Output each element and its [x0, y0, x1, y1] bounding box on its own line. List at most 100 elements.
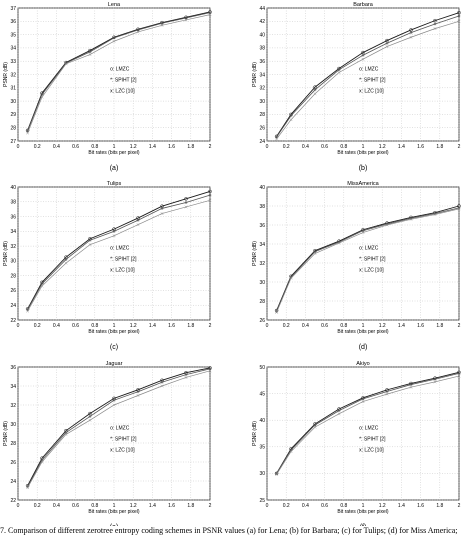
- data-point-star: [136, 218, 140, 222]
- data-point-x: [337, 71, 341, 74]
- star-stroke: [337, 68, 341, 72]
- x-stroke: [313, 252, 317, 255]
- data-point-star: [313, 423, 317, 427]
- y-tick-label: 29: [10, 112, 16, 118]
- y-tick-label: 50: [259, 365, 265, 371]
- y-tick-label: 32: [259, 261, 265, 267]
- data-point-x: [457, 19, 461, 23]
- data-point-star: [289, 448, 293, 452]
- x-stroke: [457, 374, 461, 378]
- data-point-x: [160, 212, 164, 216]
- data-point-star: [88, 414, 92, 418]
- legend-entry: o: LMZC: [359, 67, 379, 73]
- x-tick-label: 1.4: [398, 144, 405, 150]
- x-stroke: [112, 403, 116, 407]
- x-tick-label: 0.8: [91, 503, 98, 509]
- x-tick-label: 1.6: [168, 144, 175, 150]
- star-stroke: [457, 206, 461, 210]
- data-point-x: [457, 374, 461, 378]
- x-stroke: [64, 432, 68, 436]
- star-stroke: [361, 53, 365, 57]
- star-stroke: [40, 282, 44, 286]
- y-tick-label: 25: [259, 498, 265, 504]
- y-tick-label: 28: [10, 126, 16, 132]
- y-axis-label: PSNR (dB): [3, 241, 9, 266]
- x-stroke: [289, 450, 293, 454]
- x-tick-label: 1.6: [417, 323, 424, 329]
- star-stroke: [208, 11, 212, 14]
- star-stroke: [457, 372, 461, 375]
- y-tick-label: 36: [259, 59, 265, 65]
- star-stroke: [184, 16, 188, 20]
- x-tick-label: 0: [17, 503, 20, 509]
- star-stroke: [433, 22, 437, 26]
- x-tick-label: 0.6: [321, 144, 328, 150]
- star-stroke: [64, 431, 68, 434]
- y-tick-label: 36: [10, 214, 16, 220]
- legend-entry: o: LMZC: [110, 426, 130, 432]
- x-tick-label: 1.2: [379, 503, 386, 509]
- x-tick-label: 0.8: [340, 144, 347, 150]
- data-point-star: [313, 250, 317, 254]
- star-stroke: [289, 114, 293, 117]
- data-point-x: [361, 400, 365, 404]
- x-tick-label: 1.6: [168, 323, 175, 329]
- x-stroke: [112, 234, 116, 238]
- data-point-x: [136, 394, 140, 397]
- y-tick-label: 32: [10, 72, 16, 78]
- x-tick-label: 1.8: [187, 503, 194, 509]
- legend-entry: x: LZC [10]: [359, 448, 384, 454]
- x-stroke: [457, 19, 461, 23]
- x-stroke: [409, 385, 413, 389]
- x-tick-label: 1: [362, 503, 365, 509]
- data-point-star: [361, 229, 365, 233]
- data-point-x: [313, 92, 317, 96]
- y-axis-label: PSNR (dB): [252, 62, 258, 87]
- data-point-star: [433, 22, 437, 26]
- data-point-x: [26, 486, 30, 490]
- data-point-star: [112, 229, 116, 233]
- data-point-o: [457, 10, 461, 15]
- data-point-star: [160, 21, 164, 25]
- chart-title: MissAmerica: [347, 181, 379, 187]
- x-stroke: [208, 369, 212, 373]
- y-axis-label: PSNR (dB): [252, 241, 258, 266]
- data-point-x: [313, 252, 317, 255]
- y-tick-label: 32: [10, 244, 16, 250]
- x-tick-label: 2: [458, 323, 461, 329]
- star-stroke: [136, 218, 140, 222]
- series-line-o: [27, 367, 211, 486]
- x-stroke: [337, 241, 341, 245]
- x-tick-label: 1.2: [130, 323, 137, 329]
- data-point-x: [160, 23, 164, 27]
- y-tick-label: 28: [259, 112, 265, 118]
- x-stroke: [289, 118, 293, 122]
- x-stroke: [64, 261, 68, 265]
- x-stroke: [385, 45, 389, 49]
- data-point-x: [64, 62, 68, 66]
- data-point-o: [433, 18, 437, 23]
- x-stroke: [184, 205, 188, 209]
- y-tick-label: 34: [10, 229, 16, 235]
- data-point-star: [409, 31, 413, 35]
- x-tick-label: 1.4: [398, 323, 405, 329]
- data-point-star: [385, 41, 389, 45]
- y-tick-label: 30: [10, 99, 16, 105]
- star-stroke: [184, 373, 188, 376]
- star-stroke: [275, 135, 278, 139]
- data-point-x: [184, 18, 188, 22]
- x-stroke: [40, 95, 44, 99]
- x-stroke: [337, 71, 341, 74]
- star-stroke: [385, 222, 389, 226]
- panel-label: (b): [359, 165, 368, 172]
- data-point-x: [409, 35, 413, 39]
- x-tick-label: 0.2: [283, 144, 290, 150]
- data-point-x: [385, 392, 389, 396]
- x-stroke: [275, 137, 279, 141]
- y-tick-label: 40: [259, 418, 265, 424]
- legend-entry: *: SPIHT [2]: [110, 78, 137, 84]
- legend-entry: x: LZC [10]: [359, 89, 384, 95]
- x-tick-label: 1.6: [417, 503, 424, 509]
- x-stroke: [88, 243, 92, 247]
- y-tick-label: 30: [259, 280, 265, 286]
